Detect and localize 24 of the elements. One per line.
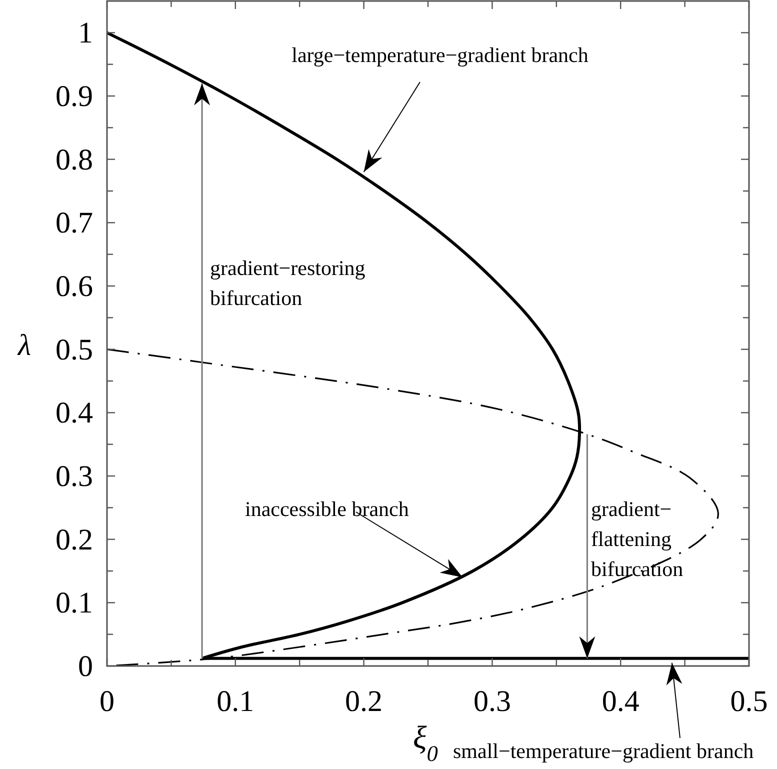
y-tick-label: 0.7 <box>56 206 93 240</box>
y-tick-label: 0.4 <box>56 396 93 430</box>
x-axis-title: ξ$_{0}$ <box>413 719 438 766</box>
y-tick-label: 0.6 <box>56 270 93 303</box>
y-tick-label: 0 <box>78 650 93 683</box>
y-tick-label: 1 <box>78 16 93 50</box>
x-tick-label: 0.5 <box>730 685 768 718</box>
y-tick-label: 0.2 <box>56 523 93 556</box>
annotation: small−temperature−gradient branch <box>453 739 754 763</box>
annotation: gradient−restoring bifurcation <box>210 256 366 310</box>
x-tick-label: 0.1 <box>216 685 254 718</box>
x-tick-label: 0.3 <box>473 685 511 718</box>
y-tick-label: 0.1 <box>56 586 93 620</box>
y-axis-title: λ <box>17 329 31 362</box>
annotation: inaccessible branch <box>245 497 410 521</box>
y-tick-label: 0.9 <box>56 80 93 113</box>
annotation: gradient− flattening bifurcation <box>591 497 684 581</box>
x-tick-label: 0.2 <box>345 685 383 718</box>
y-tick-label: 0.3 <box>56 460 93 493</box>
y-tick-label: 0.5 <box>56 333 93 366</box>
x-tick-label: 0.4 <box>602 685 640 718</box>
x-tick-label: 0 <box>100 685 114 718</box>
annotation: large−temperature−gradient branch <box>292 43 589 67</box>
y-tick-label: 0.8 <box>56 143 93 176</box>
